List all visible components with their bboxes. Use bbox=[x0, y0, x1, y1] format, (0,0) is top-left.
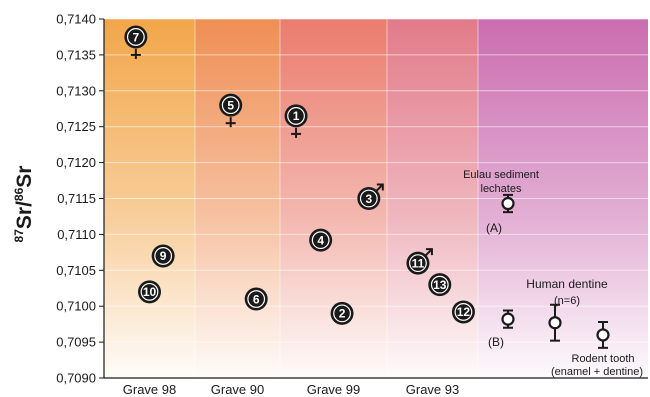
point-label-10: 10 bbox=[143, 285, 157, 299]
point-1: 1 bbox=[284, 104, 308, 138]
y-axis-label-sup87: 87 bbox=[12, 229, 26, 243]
point-label-6: 6 bbox=[253, 292, 260, 306]
y-tick-label-6: 0,7120 bbox=[56, 155, 96, 170]
male-symbol-arrow-11 bbox=[425, 248, 433, 256]
point-label-2: 2 bbox=[339, 307, 346, 321]
y-axis-label-sr: Sr/ bbox=[13, 201, 36, 229]
y-tick-label-4: 0,7110 bbox=[57, 227, 96, 242]
point-ring-12 bbox=[454, 303, 473, 321]
point-label-1: 1 bbox=[293, 109, 300, 123]
y-axis-label-sup86: 86 bbox=[12, 187, 26, 201]
point-11: 11 bbox=[406, 248, 433, 275]
sediment-tag: (A) bbox=[486, 221, 502, 235]
y-tick-label-9: 0,7135 bbox=[56, 47, 96, 62]
point-label-7: 7 bbox=[133, 30, 140, 44]
male-symbol-shaft-11 bbox=[424, 248, 433, 257]
point-ring-1 bbox=[287, 107, 305, 125]
point-6: 6 bbox=[244, 287, 268, 311]
x-axis-categories: Grave 98 Grave 90 Grave 99 Grave 93 bbox=[123, 382, 459, 397]
dentine-label-line2: (n=6) bbox=[554, 295, 580, 307]
point-label-4: 4 bbox=[317, 233, 324, 247]
y-tick-label-2: 0,7100 bbox=[56, 299, 96, 314]
y-tick-label-10: 0,7140 bbox=[56, 12, 96, 27]
point-label-3: 3 bbox=[365, 192, 372, 206]
point-4: 4 bbox=[309, 228, 333, 252]
point-ring-7 bbox=[126, 28, 145, 46]
point-3: 3 bbox=[357, 183, 384, 210]
point-ring-4 bbox=[311, 231, 330, 250]
point-ring-11 bbox=[409, 254, 427, 273]
male-symbol-arrow-3 bbox=[376, 183, 384, 191]
point-10: 10 bbox=[138, 280, 161, 304]
point-ring-3 bbox=[359, 189, 378, 208]
y-tick-label-5: 0,7115 bbox=[57, 191, 96, 206]
point-ring-6 bbox=[247, 290, 266, 308]
point-label-9: 9 bbox=[160, 249, 167, 263]
y-tick-label-1: 0,7095 bbox=[56, 335, 96, 350]
y-tick-label-7: 0,7125 bbox=[56, 119, 96, 134]
point-12: 12 bbox=[451, 300, 475, 324]
y-tick-label-3: 0,7105 bbox=[56, 263, 96, 278]
sediment-label-line2: lechates bbox=[481, 183, 522, 195]
point-ring-5 bbox=[221, 96, 240, 115]
point-2: 2 bbox=[330, 301, 354, 325]
x-category-label-3: Grave 99 bbox=[307, 382, 360, 397]
sediment-label-line1: Eulau sediment bbox=[463, 169, 539, 181]
reference-points bbox=[501, 193, 610, 349]
point-9: 9 bbox=[151, 244, 175, 268]
dentine-mean-marker bbox=[548, 316, 562, 330]
point-label-5: 5 bbox=[227, 98, 234, 112]
point-7: 7 bbox=[124, 25, 148, 59]
rodent-label-line2: (enamel + dentine) bbox=[551, 366, 643, 378]
rodent-label-line1: Rodent tooth bbox=[572, 353, 635, 365]
dentine-label-line1: Human dentine bbox=[526, 277, 608, 291]
point-ring-10 bbox=[140, 282, 159, 301]
rodent-marker bbox=[596, 328, 610, 342]
y-axis-ticks: 0,7090 0,7095 0,7100 0,7105 0,7110 0,7115 0,71… bbox=[56, 12, 104, 386]
gridlines bbox=[104, 18, 648, 378]
y-tick-label-8: 0,7130 bbox=[56, 83, 96, 98]
y-axis-label: 87Sr/86Sr bbox=[12, 166, 36, 243]
point-label-13: 13 bbox=[433, 278, 447, 292]
y-axis-label-sr2: Sr bbox=[13, 166, 36, 188]
point-ring-2 bbox=[333, 304, 351, 323]
point-label-12: 12 bbox=[457, 305, 471, 319]
point-label-11: 11 bbox=[412, 256, 425, 270]
y-tick-label-0: 0,7090 bbox=[56, 371, 96, 386]
point-ring-9 bbox=[154, 247, 173, 265]
sediment-a-marker bbox=[501, 196, 515, 211]
point-ring-13 bbox=[430, 275, 449, 294]
x-category-label-1: Grave 98 bbox=[123, 382, 176, 397]
point-13: 13 bbox=[428, 273, 452, 297]
point-5: 5 bbox=[219, 93, 243, 128]
x-category-label-4: Grave 93 bbox=[406, 382, 459, 397]
annotations: Eulau sediment lechates (A) Human dentin… bbox=[463, 169, 643, 378]
male-symbol-shaft-3 bbox=[375, 183, 384, 193]
dentine-b-marker bbox=[501, 312, 515, 326]
x-category-label-2: Grave 90 bbox=[211, 382, 264, 397]
dentine-tag: (B) bbox=[488, 335, 504, 349]
